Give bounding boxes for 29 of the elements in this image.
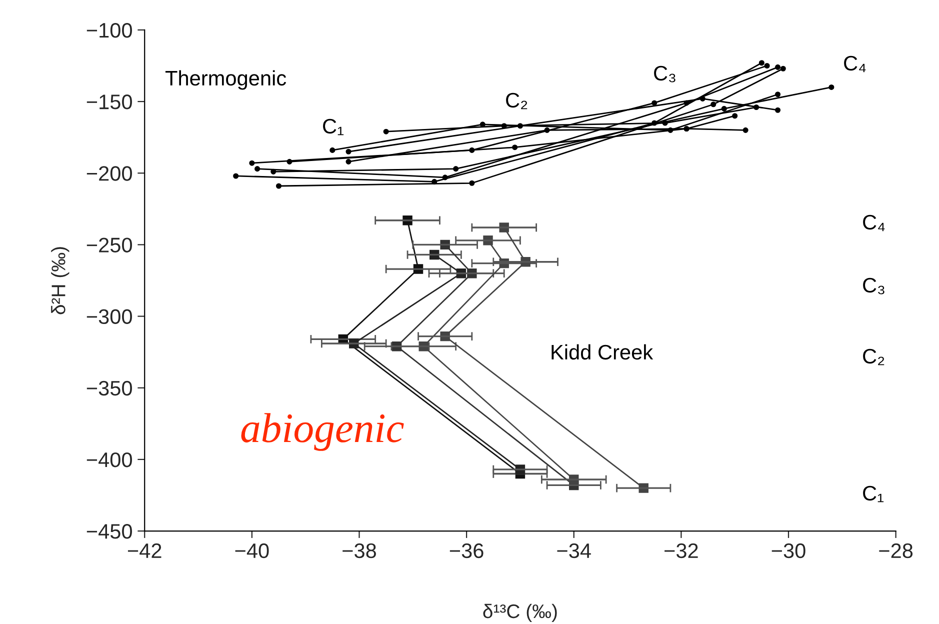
annotation: C₂ [506,92,528,110]
annotation: abiogenic [241,413,404,451]
y-tick-label: −150 [86,94,132,110]
x-tick-label: −40 [235,543,269,558]
y-tick-label: −200 [86,166,132,181]
y-tick-label: −250 [86,238,132,252]
annotation: C₃ [654,66,676,82]
annotation: C₃ [863,278,884,294]
annotation: Kidd Creek [552,344,654,360]
x-tick-label: −42 [128,543,162,558]
y-axis-title: δ²H (‰) [51,247,70,314]
y-tick-label: −450 [86,524,132,539]
x-axis-title: δ¹³C (‰) [483,604,557,622]
x-tick-label: −32 [664,543,698,558]
annotation: C₄ [863,214,885,232]
x-tick-label: −38 [342,543,376,558]
y-tick-label: −100 [86,22,132,38]
x-tick-label: −36 [450,543,484,558]
annotation: C₄ [844,56,866,72]
annotation: C₁ [323,118,344,136]
annotation: C₂ [863,348,884,366]
x-tick-label: −28 [879,543,913,558]
annotation: C₁ [863,486,884,502]
y-tick-label: −400 [86,452,132,468]
annotation: Thermogenic [165,70,286,90]
y-tick-label: −350 [86,380,132,396]
y-tick-label: −300 [86,309,132,324]
x-tick-label: −30 [772,543,806,558]
x-tick-label: −34 [557,543,591,558]
